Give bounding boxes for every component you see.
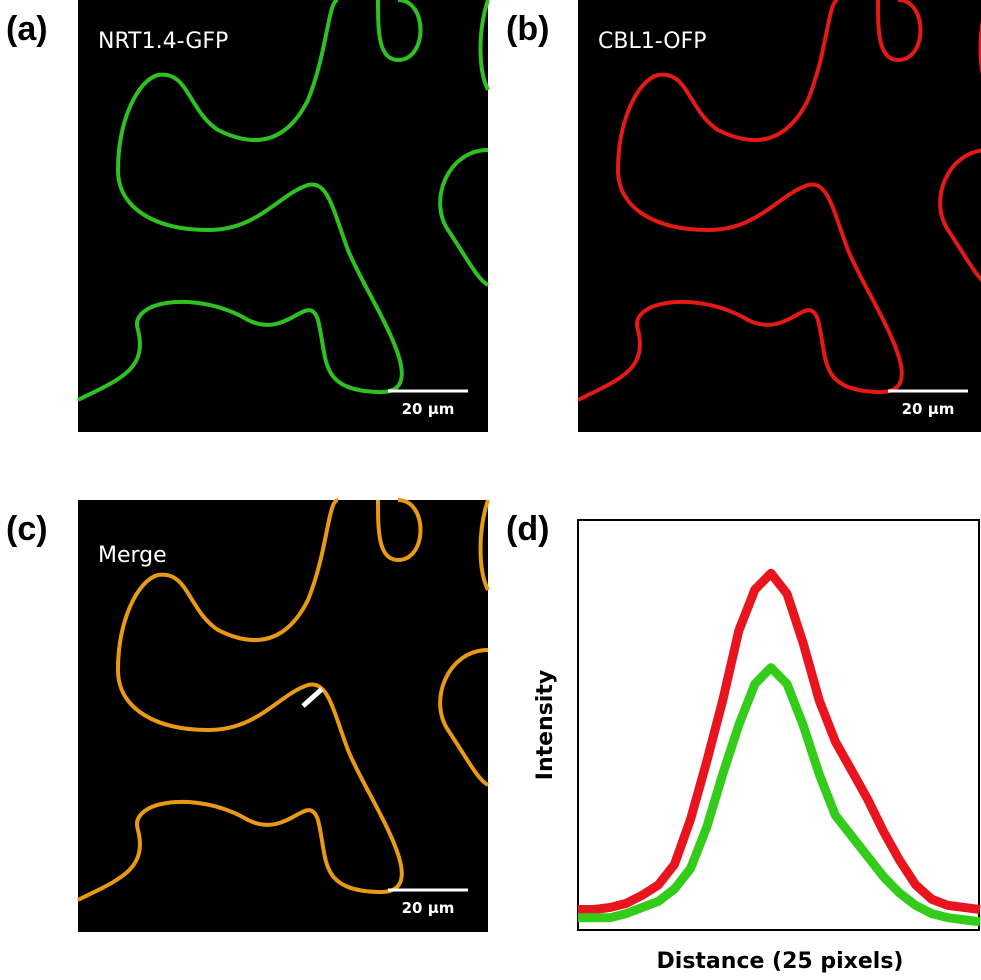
x-axis-label: Distance (25 pixels) — [657, 949, 904, 974]
panel-label: (c) — [6, 510, 48, 548]
panel-label: (a) — [6, 10, 48, 48]
data-line — [578, 568, 981, 914]
scale-label: 20 µm — [902, 400, 955, 418]
panel-caption: CBL1-OFP — [598, 29, 707, 54]
panel-label: (d) — [506, 510, 549, 548]
panel-caption: NRT1.4-GFP — [98, 29, 228, 54]
micrograph — [78, 0, 488, 432]
micrograph — [578, 0, 981, 432]
line-profile-marker — [301, 687, 324, 708]
plot-frame — [577, 519, 980, 931]
y-axis-label: Intensity — [533, 670, 558, 780]
panel-label: (b) — [506, 10, 549, 48]
panel-caption: Merge — [98, 543, 167, 568]
scale-label: 20 µm — [402, 400, 455, 418]
scale-label: 20 µm — [402, 899, 455, 917]
data-line — [578, 663, 981, 927]
